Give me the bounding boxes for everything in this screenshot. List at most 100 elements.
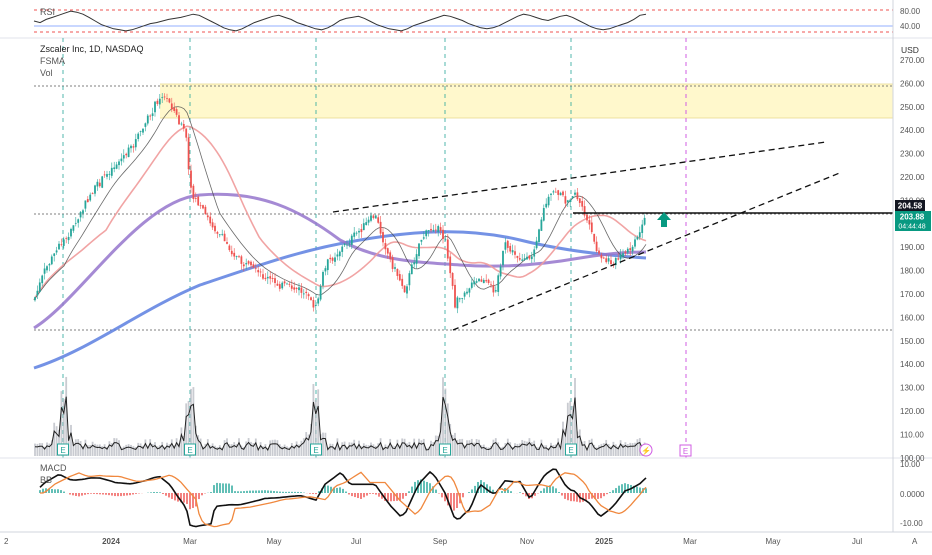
candle-body <box>267 277 269 278</box>
candle-body <box>315 305 317 306</box>
resistance-price-tag: 204.58 <box>895 200 925 211</box>
candle-body <box>253 264 255 267</box>
macd-histogram-bar <box>168 493 170 497</box>
candle-body <box>85 200 87 208</box>
volume-bar <box>629 443 631 456</box>
candle-body <box>281 283 283 289</box>
macd-histogram-bar <box>435 490 437 493</box>
macd-histogram-bar <box>165 493 167 496</box>
candle-body <box>505 242 507 249</box>
candle-body <box>161 97 163 98</box>
candle-body <box>509 246 511 252</box>
macd-histogram-bar <box>162 493 164 494</box>
candle-body <box>190 171 192 188</box>
price-tick-label: 240.00 <box>900 126 925 135</box>
candle-body <box>207 215 209 217</box>
candle-body <box>449 257 451 274</box>
candle-body <box>485 280 487 281</box>
currency-label[interactable]: USD <box>901 45 919 55</box>
candle-body <box>183 124 185 129</box>
volume-bar <box>329 444 331 456</box>
macd-histogram-bar <box>582 493 584 502</box>
candle-body <box>481 279 483 281</box>
macd-histogram-bar <box>108 493 110 495</box>
candle-body <box>454 285 456 308</box>
price-tick-label: 250.00 <box>900 103 925 112</box>
candle-body <box>406 286 408 293</box>
candle-body <box>584 206 586 215</box>
last-price-text: 203.88 <box>900 213 925 222</box>
volume-bar <box>85 440 87 456</box>
macd-histogram-bar <box>231 486 233 493</box>
candle-body <box>272 278 274 279</box>
macd-histogram-bar <box>216 483 218 493</box>
macd-histogram-bar <box>639 488 641 493</box>
candle-body <box>236 256 238 257</box>
volume-bar <box>613 442 615 456</box>
candle-body <box>411 264 413 274</box>
candle-body <box>375 215 377 218</box>
volume-bar <box>483 445 485 456</box>
candle-body <box>591 223 593 233</box>
volume-bar <box>265 444 267 456</box>
time-tick-label: 2024 <box>102 537 120 546</box>
volume-bar <box>272 440 274 456</box>
candle-body <box>63 239 65 245</box>
candle-body <box>423 237 425 238</box>
candle-body <box>70 229 72 236</box>
indicator-vol-label: Vol <box>40 68 53 78</box>
macd-histogram-bar <box>342 489 344 493</box>
earnings-marker-letter: E <box>442 446 447 455</box>
macd-histogram-bar <box>228 484 230 493</box>
macd-histogram-bar <box>156 492 158 493</box>
auto-scale-button[interactable]: A <box>912 537 918 546</box>
volume-bar <box>466 440 468 456</box>
candle-body <box>149 116 151 117</box>
volume-bar <box>385 445 387 456</box>
candle-body <box>286 284 288 285</box>
candle-body <box>593 234 595 242</box>
candle-body <box>524 258 526 260</box>
macd-histogram-bar <box>555 488 557 493</box>
macd-histogram-bar <box>348 493 350 494</box>
volume-bar <box>116 438 118 456</box>
macd-histogram-bar <box>561 493 563 495</box>
volume-bar <box>109 441 111 456</box>
macd-tick-neg: -10.00 <box>900 519 923 528</box>
macd-histogram-bar <box>312 493 314 494</box>
dividend-marker[interactable]: ⚡ <box>640 444 652 456</box>
macd-histogram-bar <box>519 492 521 493</box>
volume-bar <box>104 444 106 456</box>
candle-body <box>325 268 327 271</box>
macd-histogram-bar <box>213 485 215 493</box>
macd-histogram-bar <box>234 491 236 493</box>
candle-body <box>212 222 214 227</box>
candle-body <box>296 288 298 289</box>
volume-bar <box>349 442 351 456</box>
candle-body <box>377 217 379 222</box>
macd-histogram-bar <box>78 493 80 496</box>
macd-histogram-bar <box>300 492 302 493</box>
volume-bar <box>627 444 629 456</box>
candle-body <box>58 244 60 250</box>
candle-body <box>356 233 358 234</box>
candle-body <box>543 208 545 221</box>
volume-bar <box>207 439 209 456</box>
volume-bar <box>274 440 276 456</box>
time-axis-left-corner[interactable]: 2 <box>4 537 9 546</box>
volume-bar <box>461 439 463 456</box>
macd-histogram-bar <box>279 492 281 493</box>
macd-histogram-bar <box>63 492 65 493</box>
candle-body <box>459 298 461 299</box>
macd-histogram-bar <box>366 493 368 496</box>
candle-body <box>41 276 43 284</box>
macd-histogram-bar <box>186 493 188 504</box>
upcoming-earnings-marker[interactable]: E <box>680 445 691 456</box>
volume-bar <box>401 438 403 456</box>
candle-body <box>464 293 466 297</box>
volume-bar <box>363 443 365 456</box>
macd-histogram-bar <box>114 493 116 496</box>
candle-body <box>394 267 396 269</box>
